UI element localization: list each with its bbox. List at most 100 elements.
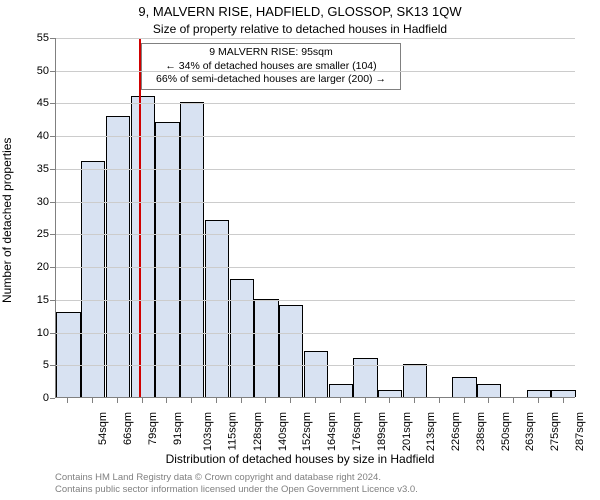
ytick-mark <box>50 202 55 203</box>
ytick-mark <box>50 398 55 399</box>
histogram-bar <box>477 384 501 397</box>
xtick-label: 250sqm <box>500 412 512 451</box>
x-axis-label: Distribution of detached houses by size … <box>0 452 600 466</box>
ytick-mark <box>50 365 55 366</box>
ytick-label: 30 <box>21 196 49 208</box>
xtick-mark <box>563 398 564 403</box>
xtick-mark <box>216 398 217 403</box>
histogram-bar <box>230 279 254 397</box>
gridline-h <box>56 169 575 170</box>
xtick-label: 152sqm <box>302 412 314 451</box>
histogram-bar <box>81 161 105 397</box>
gridline-h <box>56 333 575 334</box>
xtick-label: 164sqm <box>326 412 338 451</box>
ytick-label: 20 <box>21 261 49 273</box>
xtick-label: 140sqm <box>277 412 289 451</box>
gridline-h <box>56 136 575 137</box>
gridline-h <box>56 38 575 39</box>
gridline-h <box>56 300 575 301</box>
histogram-bar <box>106 116 130 397</box>
xtick-mark <box>340 398 341 403</box>
gridline-h <box>56 202 575 203</box>
histogram-bar <box>527 390 551 397</box>
histogram-bar <box>452 377 476 397</box>
histogram-bar <box>180 102 204 397</box>
footer-line2: Contains public sector information licen… <box>55 484 418 496</box>
histogram-bar <box>353 358 377 397</box>
histogram-bar <box>254 299 278 397</box>
xtick-label: 287sqm <box>574 412 586 451</box>
xtick-mark <box>488 398 489 403</box>
xtick-mark <box>414 398 415 403</box>
xtick-label: 238sqm <box>475 412 487 451</box>
histogram-bar <box>551 390 575 397</box>
chart-title: 9, MALVERN RISE, HADFIELD, GLOSSOP, SK13… <box>0 4 600 19</box>
xtick-mark <box>315 398 316 403</box>
reference-line <box>139 38 141 397</box>
xtick-mark <box>290 398 291 403</box>
ytick-label: 35 <box>21 163 49 175</box>
plot-area: 9 MALVERN RISE: 95sqm ← 34% of detached … <box>55 38 575 398</box>
ytick-mark <box>50 267 55 268</box>
xtick-label: 263sqm <box>524 412 536 451</box>
xtick-mark <box>538 398 539 403</box>
ytick-mark <box>50 234 55 235</box>
ytick-mark <box>50 300 55 301</box>
footer-line1: Contains HM Land Registry data © Crown c… <box>55 472 418 484</box>
gridline-h <box>56 234 575 235</box>
gridline-h <box>56 71 575 72</box>
ytick-label: 45 <box>21 97 49 109</box>
xtick-label: 103sqm <box>203 412 215 451</box>
annotation-line3: 66% of semi-detached houses are larger (… <box>148 73 394 87</box>
xtick-label: 189sqm <box>376 412 388 451</box>
ytick-mark <box>50 38 55 39</box>
xtick-mark <box>166 398 167 403</box>
ytick-label: 10 <box>21 327 49 339</box>
histogram-bar <box>205 220 229 397</box>
xtick-mark <box>142 398 143 403</box>
bars-layer <box>56 38 575 397</box>
xtick-label: 128sqm <box>252 412 264 451</box>
xtick-label: 226sqm <box>450 412 462 451</box>
y-axis-label: Number of detached properties <box>0 53 14 218</box>
ytick-mark <box>50 103 55 104</box>
xtick-label: 115sqm <box>227 412 239 450</box>
xtick-mark <box>67 398 68 403</box>
xtick-mark <box>389 398 390 403</box>
ytick-label: 0 <box>21 392 49 404</box>
xtick-label: 176sqm <box>351 412 363 451</box>
xtick-mark <box>439 398 440 403</box>
xtick-mark <box>365 398 366 403</box>
ytick-label: 55 <box>21 32 49 44</box>
annotation-line1: 9 MALVERN RISE: 95sqm <box>148 46 394 60</box>
xtick-mark <box>241 398 242 403</box>
histogram-bar <box>329 384 353 397</box>
chart-subtitle: Size of property relative to detached ho… <box>0 22 600 36</box>
ytick-label: 25 <box>21 228 49 240</box>
ytick-label: 40 <box>21 130 49 142</box>
xtick-label: 79sqm <box>147 412 159 445</box>
y-axis-label-text: Number of detached properties <box>0 138 14 303</box>
histogram-bar <box>131 96 155 397</box>
xtick-label: 213sqm <box>425 412 437 451</box>
xtick-label: 201sqm <box>401 412 413 451</box>
xtick-mark <box>265 398 266 403</box>
ytick-label: 50 <box>21 65 49 77</box>
xtick-mark <box>513 398 514 403</box>
xtick-label: 275sqm <box>549 412 561 451</box>
xtick-label: 66sqm <box>122 412 134 445</box>
ytick-label: 15 <box>21 294 49 306</box>
histogram-bar <box>279 305 303 397</box>
ytick-mark <box>50 333 55 334</box>
histogram-bar <box>304 351 328 397</box>
gridline-h <box>56 267 575 268</box>
histogram-bar <box>56 312 80 397</box>
xtick-mark <box>117 398 118 403</box>
histogram-bar <box>378 390 402 397</box>
ytick-mark <box>50 169 55 170</box>
gridline-h <box>56 103 575 104</box>
xtick-mark <box>92 398 93 403</box>
gridline-h <box>56 365 575 366</box>
ytick-label: 5 <box>21 359 49 371</box>
ytick-mark <box>50 136 55 137</box>
